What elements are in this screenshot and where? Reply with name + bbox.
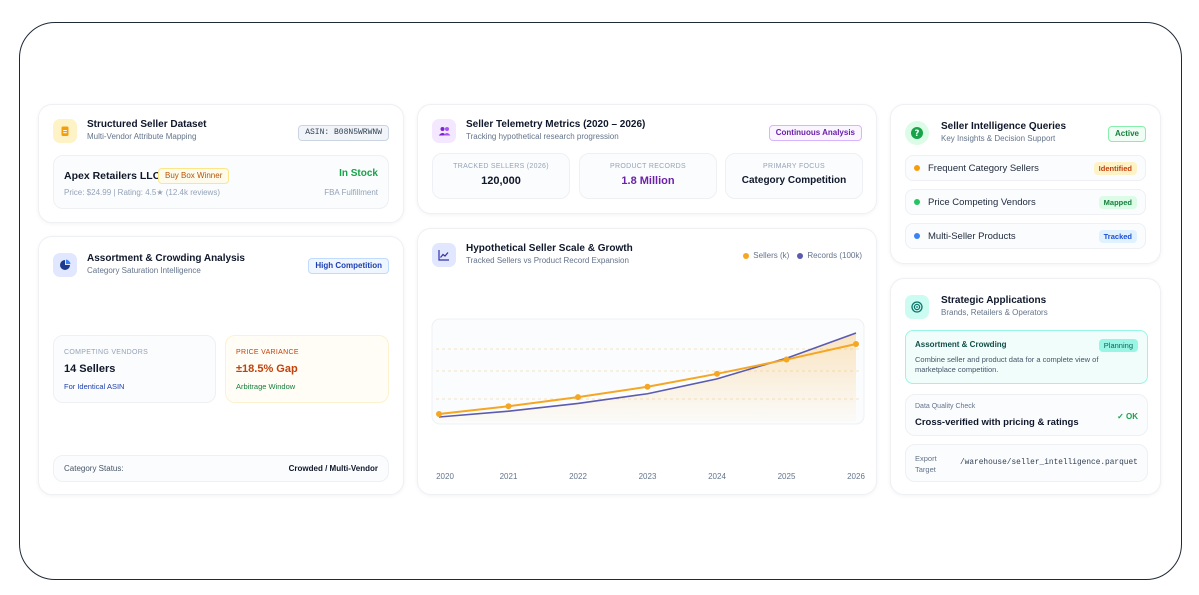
application-description: Combine seller and product data for a co… <box>915 355 1099 374</box>
x-tick-label: 2021 <box>500 472 518 481</box>
card-subtitle: Multi-Vendor Attribute Mapping <box>87 132 197 141</box>
help-circle-icon: ? <box>905 121 929 145</box>
status-dot <box>914 165 920 171</box>
stat-label: PRODUCT RECORDS <box>610 163 686 170</box>
legend-label-sellers: Sellers (k) <box>753 251 790 260</box>
strategic-card: Strategic Applications Brands, Retailers… <box>890 278 1161 495</box>
stat-label: PRIMARY FOCUS <box>763 163 825 170</box>
card-title: Strategic Applications <box>941 295 1047 306</box>
sellers-point[interactable] <box>644 383 651 390</box>
query-tag: Identified <box>1093 161 1137 175</box>
growth-chart-card: Hypothetical Seller Scale & Growth Track… <box>417 228 877 495</box>
growth-line-chart: 2020 2021 2022 2023 2024 2025 2026 <box>431 318 865 481</box>
clipboard-icon <box>53 119 77 143</box>
card-subtitle: Tracked Sellers vs Product Record Expans… <box>466 256 629 265</box>
price-rating: Price: $24.99 | Rating: 4.5★ (12.4k revi… <box>64 188 220 197</box>
assortment-card: Assortment & Crowding Analysis Category … <box>38 236 404 495</box>
card-title: Structured Seller Dataset <box>87 119 207 130</box>
x-tick-label: 2026 <box>847 472 865 481</box>
card-subtitle: Key Insights & Decision Support <box>941 134 1056 143</box>
legend-dot-sellers <box>743 252 750 259</box>
card-subtitle: Brands, Retailers & Operators <box>941 308 1048 317</box>
status-dot <box>914 199 920 205</box>
sellers-point[interactable] <box>714 370 720 377</box>
continuous-analysis-badge: Continuous Analysis <box>768 125 862 141</box>
telemetry-card: Seller Telemetry Metrics (2020 – 2026) T… <box>417 104 877 214</box>
buy-box-badge: Buy Box Winner <box>158 168 230 184</box>
stat-value: 14 Sellers <box>64 363 116 375</box>
sellers-point[interactable] <box>853 341 859 347</box>
status-label: Category Status: <box>64 464 124 473</box>
stat-label: TRACKED SELLERS (2026) <box>453 163 549 170</box>
competition-badge: High Competition <box>308 258 389 274</box>
application-title: Assortment & Crowding <box>915 340 1007 349</box>
legend-label-records: Records (100k) <box>807 251 862 260</box>
status-value: Crowded / Multi-Vendor <box>288 464 378 473</box>
data-quality-check: Data Quality Check Cross-verified with p… <box>905 394 1148 436</box>
stat-primary-focus: PRIMARY FOCUS Category Competition <box>725 153 863 199</box>
fulfillment: FBA Fulfillment <box>324 188 378 197</box>
stat-value: Category Competition <box>741 175 847 186</box>
records-area <box>439 333 856 421</box>
query-label: Frequent Category Sellers <box>928 162 1039 174</box>
query-label: Price Competing Vendors <box>928 196 1036 208</box>
x-tick-label: 2022 <box>569 472 587 481</box>
svg-text:?: ? <box>915 129 920 139</box>
x-tick-label: 2023 <box>639 472 657 481</box>
pie-chart-icon <box>53 253 77 277</box>
stat-value: ±18.5% Gap <box>236 363 298 375</box>
sellers-point[interactable] <box>505 403 512 410</box>
dq-value: Cross-verified with pricing & ratings <box>915 417 1079 428</box>
stat-value: 120,000 <box>481 175 521 187</box>
chart-legend: Sellers (k) Records (100k) <box>743 251 862 260</box>
query-item[interactable]: Frequent Category Sellers Identified <box>905 155 1146 181</box>
stat-product-records: PRODUCT RECORDS 1.8 Million <box>579 153 717 199</box>
stat-label: COMPETING VENDORS <box>64 349 149 356</box>
active-badge: Active <box>1107 126 1146 142</box>
planning-tag: Planning <box>1098 339 1138 352</box>
card-title: Assortment & Crowding Analysis <box>87 253 245 264</box>
stat-label: PRICE VARIANCE <box>236 349 299 356</box>
target-icon <box>905 295 929 319</box>
card-title: Hypothetical Seller Scale & Growth <box>466 243 633 254</box>
query-label: Multi-Seller Products <box>928 230 1016 242</box>
seller-dataset-card: Structured Seller Dataset Multi-Vendor A… <box>38 104 404 223</box>
card-subtitle: Category Saturation Intelligence <box>87 266 201 275</box>
users-icon <box>432 119 456 143</box>
sellers-point[interactable] <box>436 411 442 417</box>
query-tag: Mapped <box>1098 195 1137 209</box>
x-tick-label: 2020 <box>436 472 454 481</box>
card-title: Seller Telemetry Metrics (2020 – 2026) <box>466 119 646 130</box>
stat-note: Arbitrage Window <box>236 382 296 391</box>
export-path: /warehouse/seller_intelligence.parquet <box>960 459 1138 467</box>
trend-chart-icon <box>432 243 456 267</box>
sellers-point[interactable] <box>783 356 790 363</box>
query-tag: Tracked <box>1098 229 1137 243</box>
application-item[interactable]: Assortment & Crowding Planning Combine s… <box>905 330 1148 384</box>
export-label: Export Target <box>915 454 937 474</box>
seller-name: Apex Retailers LLC <box>64 170 161 182</box>
card-title: Seller Intelligence Queries <box>941 121 1067 132</box>
queries-card: ? Seller Intelligence Queries Key Insigh… <box>890 104 1161 264</box>
status-dot <box>914 233 920 239</box>
dq-status: ✓ OK <box>1117 412 1138 421</box>
card-subtitle: Tracking hypothetical research progressi… <box>466 132 619 141</box>
category-status-bar: Category Status: Crowded / Multi-Vendor <box>53 455 389 482</box>
price-variance-stat: PRICE VARIANCE ±18.5% Gap Arbitrage Wind… <box>225 335 389 403</box>
query-item[interactable]: Multi-Seller Products Tracked <box>905 223 1146 249</box>
legend-dot-records <box>797 252 804 259</box>
stat-note: For Identical ASIN <box>64 382 125 391</box>
x-tick-label: 2024 <box>708 472 726 481</box>
dq-label: Data Quality Check <box>915 403 976 410</box>
stat-tracked-sellers: TRACKED SELLERS (2026) 120,000 <box>432 153 570 199</box>
x-tick-label: 2025 <box>778 472 796 481</box>
asin-badge: ASIN: B08N5WRWNW <box>298 125 389 141</box>
stat-value: 1.8 Million <box>621 175 675 187</box>
query-item[interactable]: Price Competing Vendors Mapped <box>905 189 1146 215</box>
sellers-point[interactable] <box>575 394 581 401</box>
export-target[interactable]: Export Target /warehouse/seller_intellig… <box>905 444 1148 482</box>
stock-status: In Stock <box>339 168 378 179</box>
competing-vendors-stat: COMPETING VENDORS 14 Sellers For Identic… <box>53 335 216 403</box>
seller-record[interactable]: Apex Retailers LLC Buy Box Winner In Sto… <box>53 155 389 209</box>
